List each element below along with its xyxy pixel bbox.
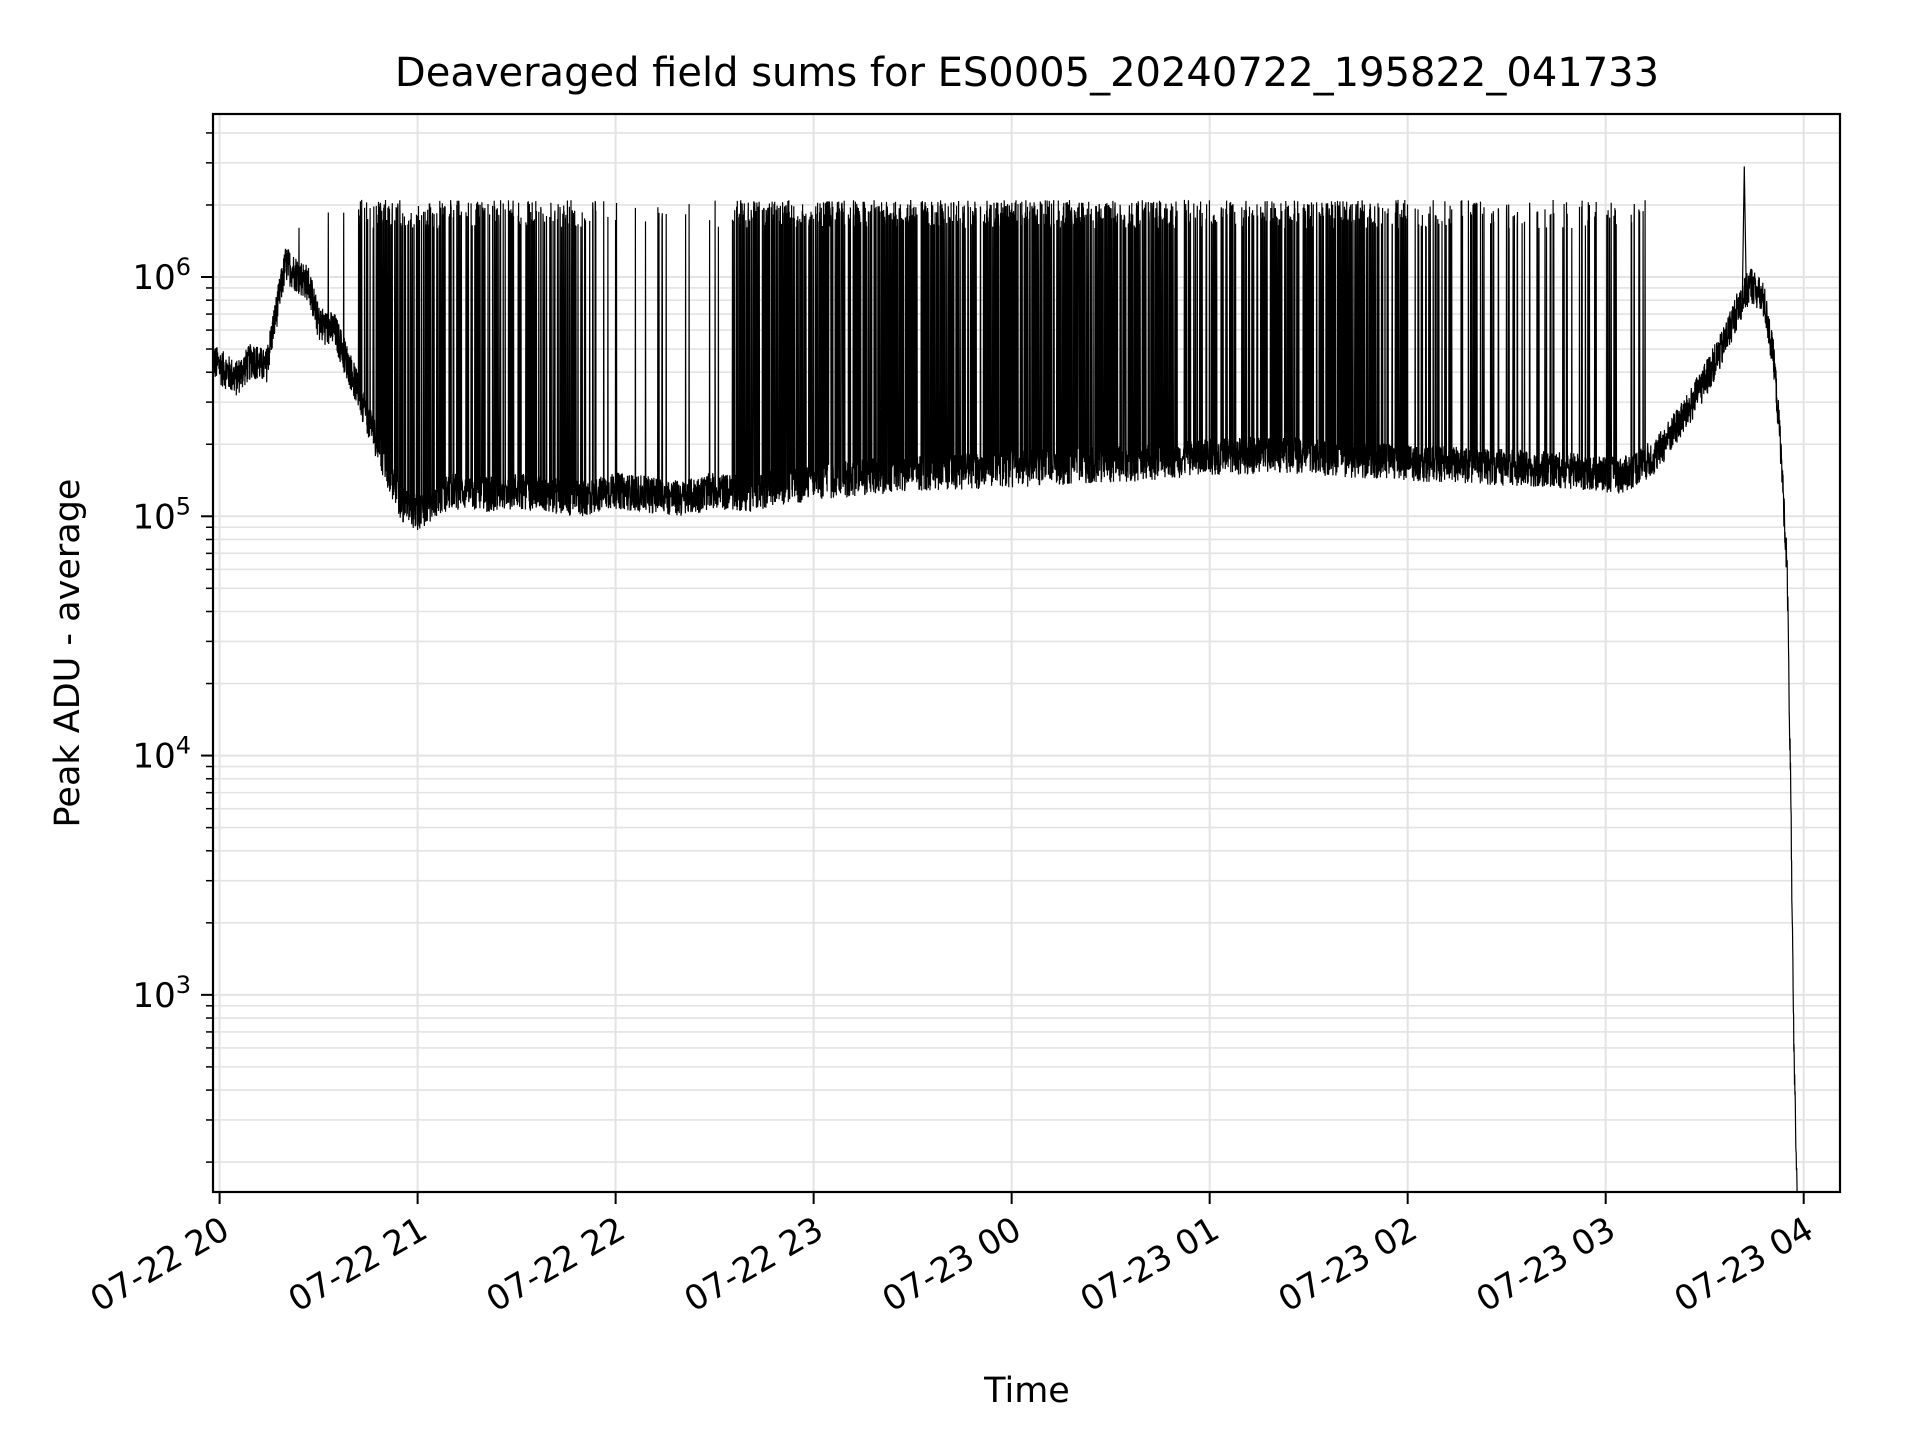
x-tick-label: 07-22 21: [282, 1209, 434, 1320]
y-tick-label: 106: [132, 253, 191, 298]
x-axis: 07-22 20 07-22 21 07-22 22 07-22 23 07-23 00…: [84, 1192, 1820, 1320]
x-tick-label: 07-23 00: [876, 1209, 1028, 1320]
x-tick-label: 07-22 20: [84, 1209, 236, 1320]
plot-frame: [211, 112, 1842, 1194]
x-tick-label: 07-23 04: [1668, 1209, 1820, 1320]
y-tick-label: 104: [132, 732, 191, 777]
y-tick-label: 103: [132, 971, 191, 1016]
chart-title: Deaveraged field sums for ES0005_2024072…: [395, 50, 1659, 96]
x-axis-label: Time: [983, 1371, 1070, 1411]
y-tick-label: 105: [132, 492, 191, 537]
y-axis: 103 104 105 106: [132, 132, 213, 1163]
data-spike: [1741, 166, 1747, 301]
x-tick-label: 07-23 02: [1272, 1209, 1424, 1320]
plot-area: [212, 166, 1798, 1193]
x-tick-label: 07-22 23: [678, 1209, 830, 1320]
data-line: [212, 199, 1798, 1193]
x-tick-label: 07-23 01: [1074, 1209, 1226, 1320]
x-tick-label: 07-23 03: [1470, 1209, 1622, 1320]
grid: [213, 114, 1840, 1192]
x-tick-label: 07-22 22: [480, 1209, 632, 1320]
y-axis-label: Peak ADU - average: [48, 479, 88, 828]
